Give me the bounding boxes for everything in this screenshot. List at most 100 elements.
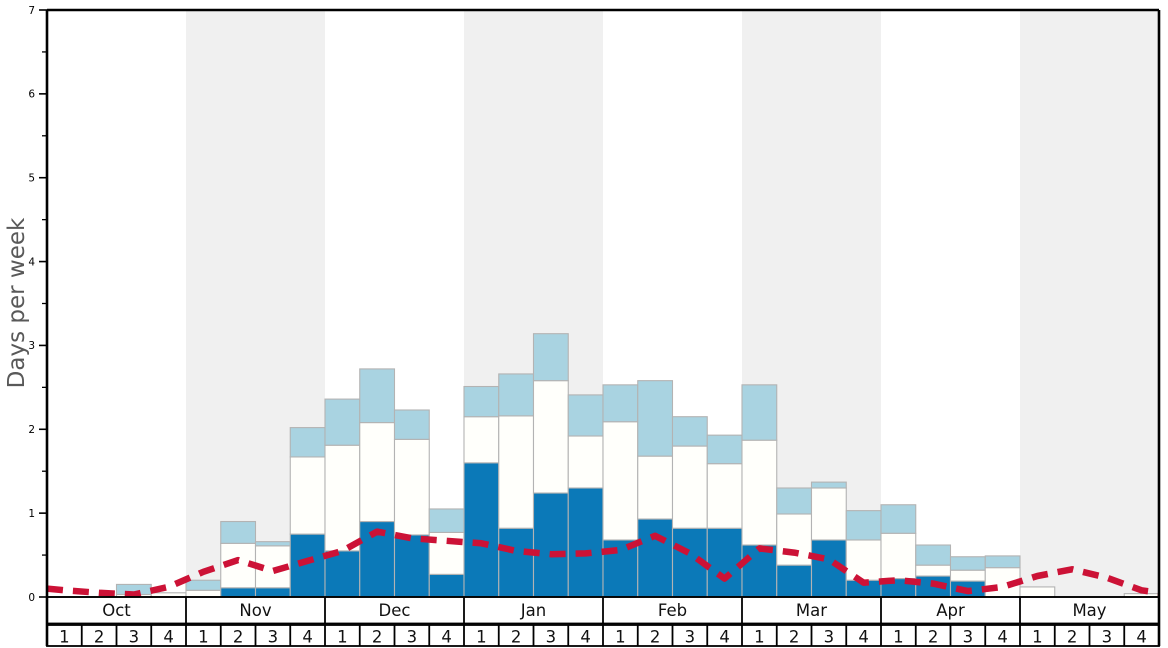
bar-segment-white-days [637,455,674,520]
bar-segment-white-days [359,422,396,523]
bar-segment-light-blue-days [324,398,361,446]
bar-segment-dark-blue-days [532,492,569,598]
week-number-label: 2 [928,628,939,647]
bar-segment-white-days [880,532,917,580]
week-number-label: 4 [858,628,869,647]
month-label: Nov [239,601,271,620]
bar-segment-white-days [915,564,952,577]
week-number-label: 2 [789,628,800,647]
y-axis-title: Days per week [4,217,30,388]
week-number-label: 3 [685,628,696,647]
bar-segment-light-blue-days [254,541,291,547]
bar-segment-dark-blue-days [776,564,813,598]
chart-frame [45,8,1161,646]
bar-segment-light-blue-days [220,520,257,544]
week-number-label: 1 [754,628,765,647]
bar-segment-light-blue-days [706,434,743,465]
month-label: Apr [936,601,965,620]
week-number-label: 1 [476,628,487,647]
week-number-label: 3 [824,628,835,647]
bar-segment-white-days [845,539,882,581]
bar-segment-light-blue-days [359,368,396,424]
bar-segment-dark-blue-days [393,534,430,598]
y-tick-label: 1 [28,508,35,520]
bar-segment-light-blue-days [776,487,813,515]
week-number-label: 2 [233,628,244,647]
bar-segment-white-days [498,415,535,529]
y-tick-label: 4 [28,256,35,268]
bar-segment-light-blue-days [393,409,430,440]
bar-segment-light-blue-days [915,544,952,566]
y-tick-label: 7 [28,5,35,17]
bar-segment-dark-blue-days [637,518,674,598]
bar-segment-light-blue-days [810,481,847,489]
bar-segment-white-days [706,463,743,529]
week-number-label: 3 [268,628,279,647]
month-label: Mar [796,601,827,620]
bar-segment-white-days [1019,586,1056,598]
bar-segment-white-days [776,513,813,566]
bar-segment-light-blue-days [984,555,1021,569]
bar-segment-dark-blue-days [498,527,535,598]
bar-segment-white-days [324,444,361,552]
week-number-label: 2 [511,628,522,647]
week-number-label: 1 [1032,628,1043,647]
stacked-bars [115,333,1160,598]
week-number-label: 3 [129,628,140,647]
week-axis-row: 1 2 3 4 1 2 3 4 1 2 3 4 1 2 3 4 1 2 3 4 1 2 3 4 1 2 3 4 1 2 3 4 [46,624,1160,647]
bar-segment-dark-blue-days [741,544,778,598]
bar-segment-white-days [289,456,326,535]
y-tick-label: 0 [28,592,35,604]
bar-segment-dark-blue-days [220,587,257,598]
bar-segment-white-days [185,589,222,598]
month-label: Oct [102,601,131,620]
month-label: Jan [520,601,546,620]
week-number-label: 1 [893,628,904,647]
week-number-label: 4 [1136,628,1147,647]
month-label: Feb [658,601,687,620]
week-number-label: 1 [615,628,626,647]
bar-segment-white-days [810,487,847,541]
bar-segment-light-blue-days [741,384,778,441]
week-number-label: 4 [719,628,730,647]
bar-segment-white-days [949,569,986,582]
y-tick-label: 6 [28,89,35,101]
bar-segment-dark-blue-days [428,573,465,598]
bar-segment-white-days [463,416,500,464]
week-number-label: 1 [198,628,209,647]
bar-segment-white-days [532,380,569,494]
week-number-label: 4 [997,628,1008,647]
bar-segment-light-blue-days [845,510,882,541]
bar-segment-dark-blue-days [324,550,361,598]
week-number-label: 4 [441,628,452,647]
bar-segment-dark-blue-days [289,533,326,598]
bar-segment-dark-blue-days [706,527,743,598]
week-number-label: 3 [407,628,418,647]
y-tick-label: 5 [28,173,35,185]
red-dashed-line [46,528,1160,598]
week-number-label: 2 [650,628,661,647]
month-label: May [1072,601,1106,620]
y-tick-label: 2 [28,424,35,436]
week-number-label: 1 [337,628,348,647]
bar-segment-dark-blue-days [463,462,500,598]
bar-segment-light-blue-days [289,427,326,458]
week-number-label: 3 [546,628,557,647]
month-axis-row: Oct Nov Dec Jan Feb Mar Apr May [46,596,1160,625]
bar-segment-light-blue-days [463,385,500,418]
month-shading-bands [186,11,1159,597]
bar-segment-white-days [567,435,604,489]
y-axis: 0 1 2 3 4 5 6 7 [28,5,47,604]
bar-segment-light-blue-days [567,394,604,437]
bar-segment-light-blue-days [428,508,465,533]
bar-segment-light-blue-days [532,333,569,382]
bar-segment-white-days [671,445,708,529]
bar-segment-dark-blue-days [254,587,291,598]
y-tick-label: 3 [28,340,35,352]
week-number-label: 2 [94,628,105,647]
bar-segment-light-blue-days [671,416,708,447]
red-dashed-line-group [46,528,1160,598]
week-number-label: 2 [372,628,383,647]
